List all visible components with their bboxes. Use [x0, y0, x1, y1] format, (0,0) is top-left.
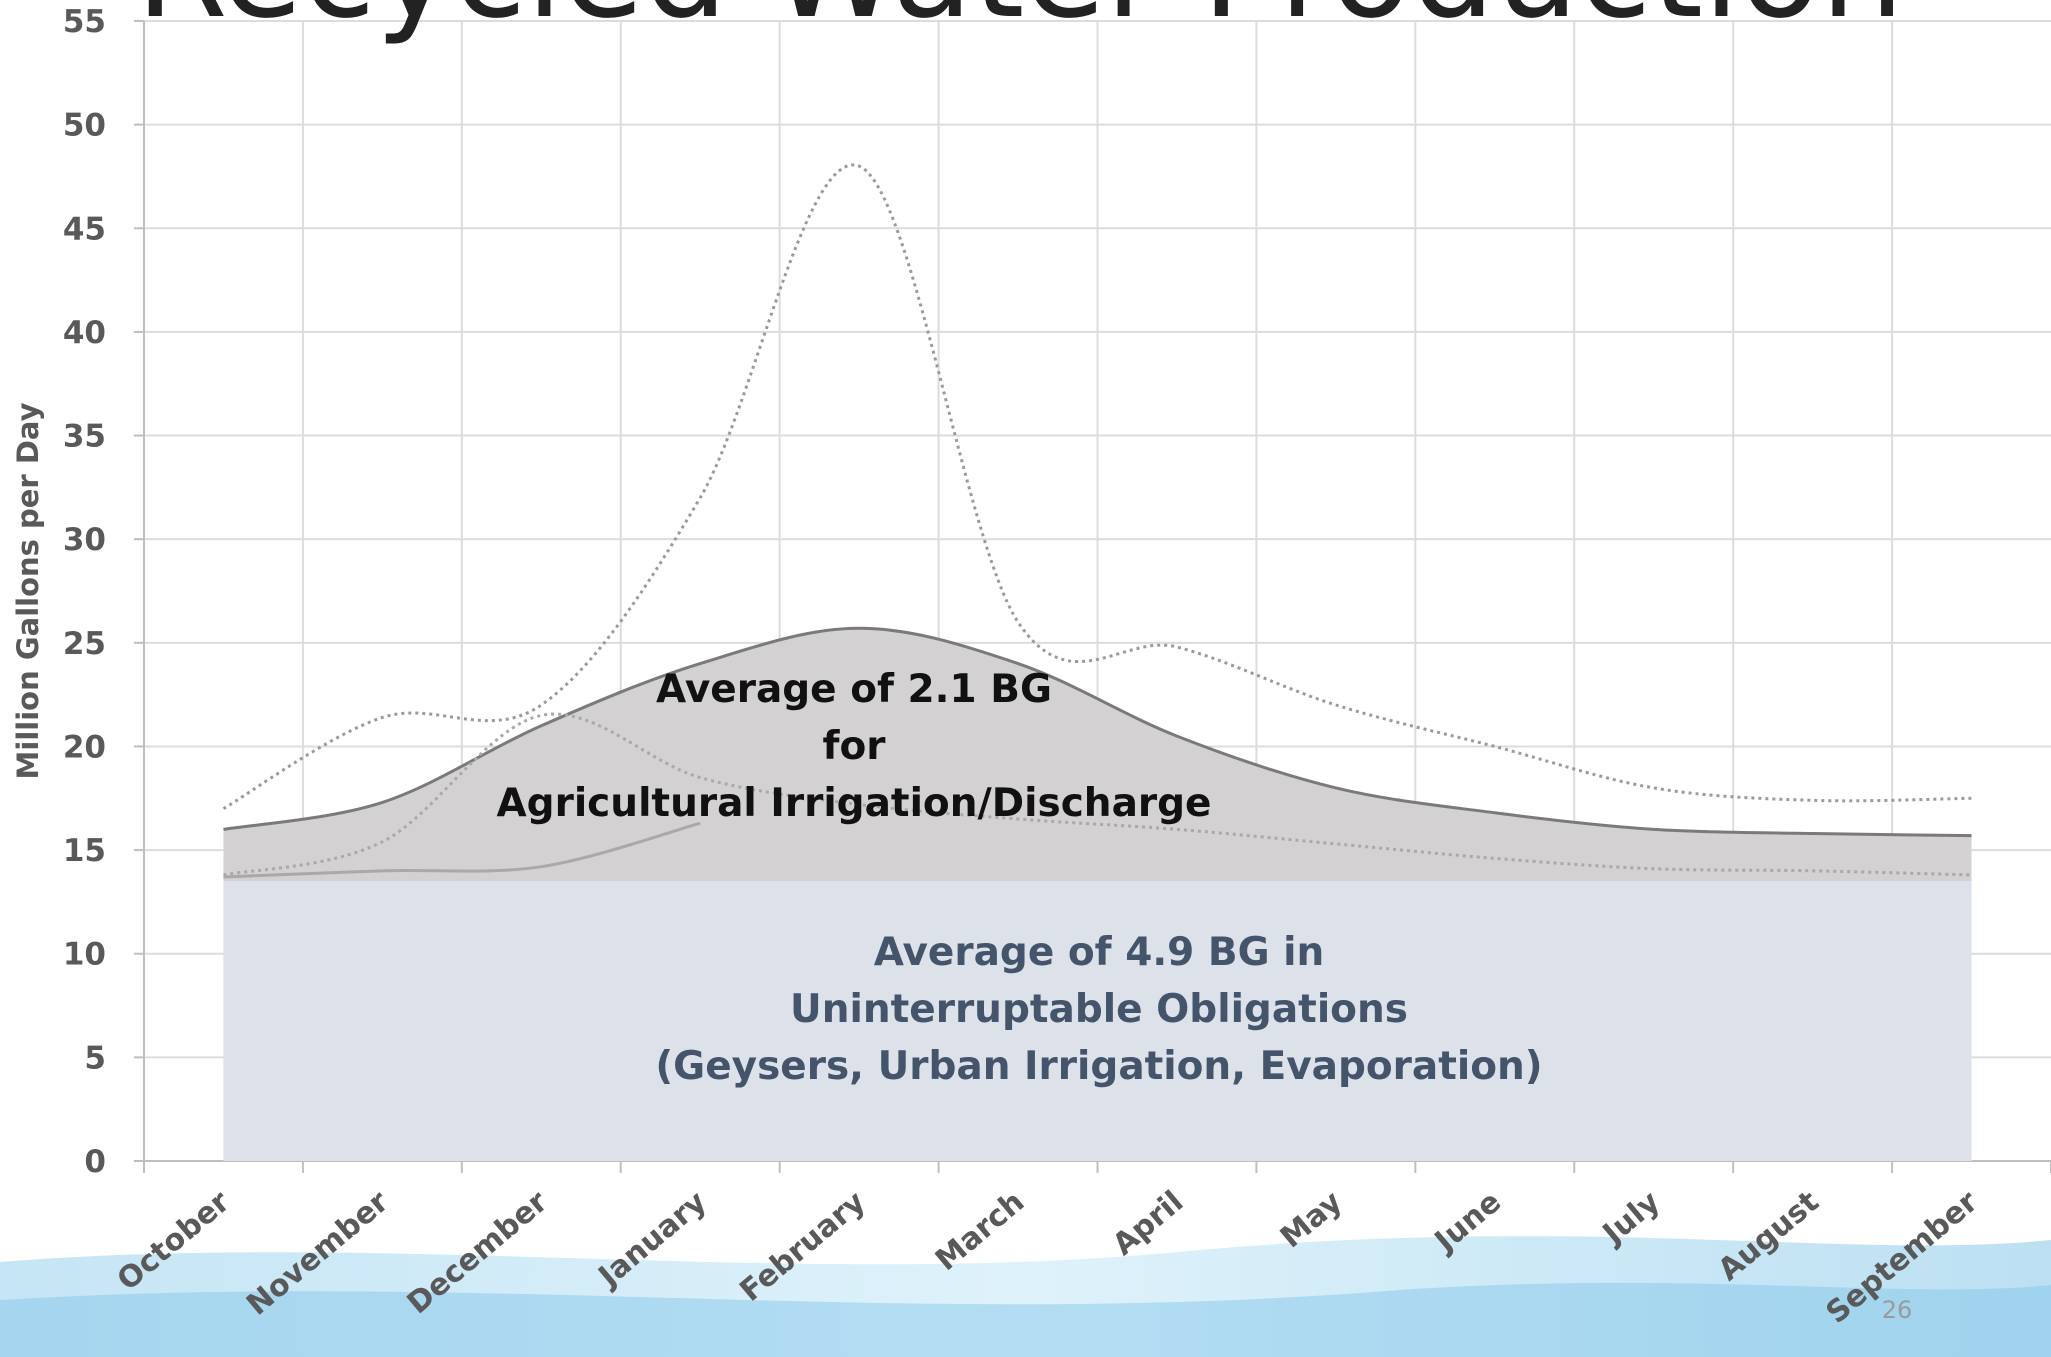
annotation: (Geysers, Urban Irrigation, Evaporation) [655, 1044, 1542, 1089]
area [223, 881, 1972, 1161]
y-tick-label: 35 [63, 419, 106, 455]
x-tick-label: April [1106, 1184, 1190, 1262]
line [223, 712, 1972, 877]
y-tick-label: 45 [63, 211, 106, 247]
y-axis-label: Million Gallons per Day [11, 402, 45, 779]
line [223, 821, 701, 879]
annotation: for [823, 724, 887, 769]
chart-title: Recycled Water Production [136, 0, 1904, 48]
y-tick-label: 55 [63, 4, 106, 40]
annotation: Average of 2.1 BG [656, 667, 1052, 712]
area-edge [223, 626, 1972, 838]
y-tick-label: 5 [84, 1040, 106, 1076]
y-tick-label: 40 [63, 315, 106, 351]
annotation: Uninterruptable Obligations [790, 987, 1408, 1032]
annotation: Average of 4.9 BG in [874, 930, 1325, 975]
y-tick-label: 50 [63, 108, 106, 144]
y-tick-label: 0 [84, 1144, 106, 1180]
y-tick-label: 30 [63, 522, 106, 558]
wave-decoration [0, 1236, 2051, 1357]
y-tick-label: 25 [63, 626, 106, 662]
annotation: Agricultural Irrigation/Discharge [496, 781, 1211, 826]
page-number: 26 [1882, 1296, 1913, 1324]
y-tick-label: 15 [63, 833, 106, 869]
y-tick-label: 10 [63, 937, 106, 973]
y-tick-label: 20 [63, 729, 106, 765]
